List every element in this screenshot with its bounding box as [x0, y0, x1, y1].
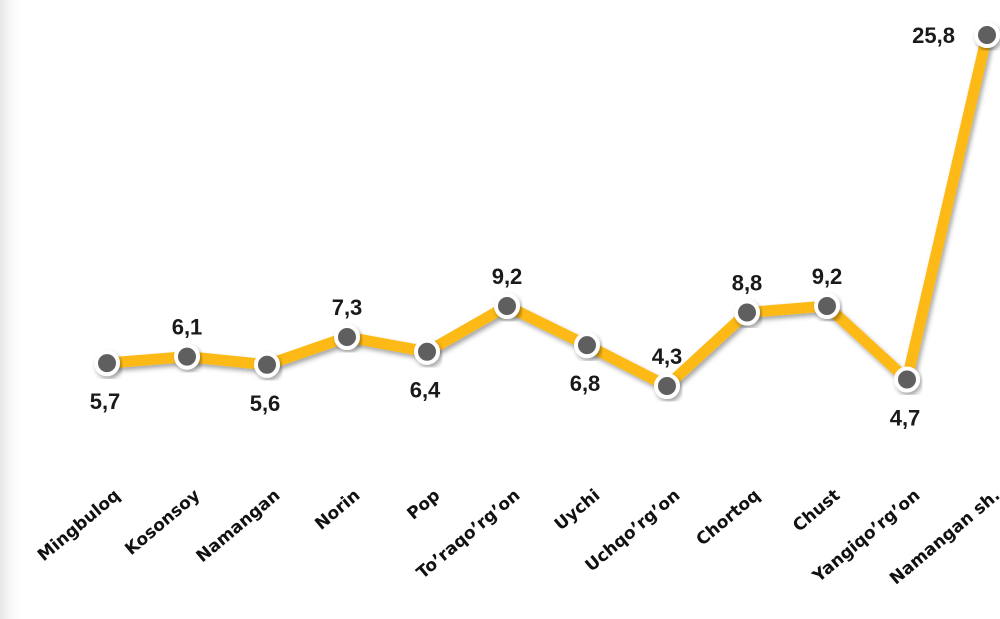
data-label-9: 8,8 — [732, 271, 763, 296]
data-point-7 — [574, 332, 600, 359]
series-line — [101, 29, 993, 392]
data-label-1: 5,7 — [90, 389, 121, 414]
category-label-5: Pop — [404, 486, 445, 525]
category-label-1: Mingbuloq — [34, 486, 124, 566]
data-label-10: 9,2 — [812, 264, 843, 289]
data-point-1 — [94, 350, 120, 377]
marker-group — [94, 22, 1000, 399]
data-point-8 — [654, 373, 680, 399]
category-label-10: Chust — [789, 486, 844, 537]
data-label-3: 5,6 — [250, 391, 281, 416]
data-label-11: 4,7 — [890, 405, 921, 430]
data-point-3 — [254, 351, 280, 378]
data-label-2: 6,1 — [172, 315, 203, 340]
data-point-10 — [814, 293, 840, 320]
data-point-9 — [734, 299, 760, 326]
data-point-12 — [974, 22, 1000, 48]
data-point-6 — [494, 293, 520, 320]
data-label-6: 9,2 — [492, 264, 523, 289]
data-label-5: 6,4 — [410, 378, 441, 403]
series-line-group — [101, 29, 993, 392]
category-label-3: Namangan — [193, 486, 285, 567]
data-label-12: 25,8 — [912, 23, 955, 48]
category-label-9: Chortoq — [693, 486, 765, 551]
data-label-group: 5,7 6,1 5,6 7,3 6,4 9,2 6,8 4,3 8,8 9,2 4,7 25,8 — [90, 23, 955, 430]
data-point-5 — [414, 338, 440, 365]
data-label-8: 4,3 — [652, 344, 683, 369]
data-point-2 — [174, 343, 200, 370]
data-point-11 — [894, 366, 920, 393]
category-label-2: Kosonsoy — [121, 486, 204, 560]
category-label-7: Uychi — [551, 486, 604, 535]
category-label-4: Norin — [311, 486, 364, 535]
data-label-7: 6,8 — [570, 371, 601, 396]
data-label-4: 7,3 — [332, 295, 363, 320]
data-point-4 — [334, 324, 360, 351]
